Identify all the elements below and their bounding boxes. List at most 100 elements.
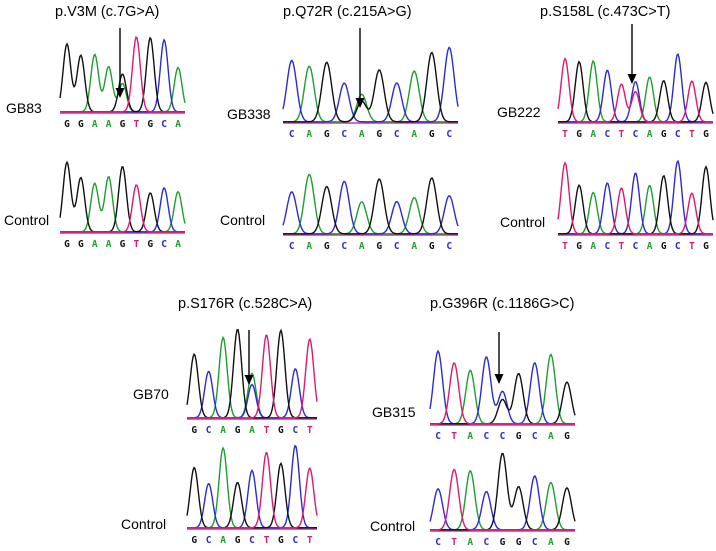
base-call: T	[134, 119, 140, 130]
trace-t	[430, 361, 575, 425]
panel-title: p.S176R (c.528C>A)	[178, 296, 313, 312]
trace-g	[283, 51, 458, 123]
base-call: G	[120, 119, 126, 130]
trace-t	[557, 161, 713, 235]
base-call: A	[411, 241, 417, 252]
base-call: G	[429, 241, 435, 252]
base-call: T	[307, 425, 313, 436]
base-call: C	[394, 129, 400, 140]
base-call: A	[467, 537, 473, 548]
base-call: C	[289, 129, 295, 140]
base-call: A	[411, 129, 417, 140]
sample-label: GB315	[372, 404, 416, 420]
sample-label: GB338	[227, 106, 271, 122]
trace-t	[187, 334, 318, 419]
trace-g	[283, 177, 458, 235]
mutation-arrow-icon	[244, 330, 254, 385]
base-call: A	[306, 241, 312, 252]
base-call: G	[564, 537, 570, 548]
base-call: A	[590, 241, 596, 252]
base-call: T	[689, 129, 695, 140]
base-call: A	[590, 129, 596, 140]
base-call: T	[562, 241, 568, 252]
base-call: A	[106, 119, 112, 130]
trace-g	[186, 461, 317, 529]
base-call: C	[484, 431, 490, 442]
sample-label: GB222	[497, 104, 541, 120]
trace-t	[430, 468, 575, 531]
base-call: G	[703, 241, 709, 252]
trace-t	[60, 36, 185, 113]
sample-label: GB70	[133, 386, 169, 402]
base-call: A	[647, 241, 653, 252]
base-call: C	[633, 241, 639, 252]
base-call: G	[147, 119, 153, 130]
base-call: C	[675, 129, 681, 140]
base-call: C	[161, 119, 167, 130]
base-call: T	[134, 239, 140, 250]
panel-title: p.V3M (c.7G>A)	[55, 4, 160, 20]
base-call: G	[278, 535, 284, 546]
base-call: A	[359, 241, 365, 252]
panel-title: p.S158L (c.473C>T)	[540, 4, 671, 20]
mutation-arrow-icon	[355, 28, 365, 108]
base-call: A	[548, 537, 554, 548]
control-label: Control	[220, 212, 266, 228]
base-call: A	[106, 239, 112, 250]
base-call: A	[220, 425, 226, 436]
control-label: Control	[121, 516, 167, 532]
trace-c	[187, 367, 317, 419]
trace-t	[557, 57, 713, 123]
base-call: C	[532, 431, 538, 442]
base-call: G	[376, 241, 382, 252]
base-call: G	[576, 129, 582, 140]
base-call: G	[703, 129, 709, 140]
base-call: A	[175, 119, 181, 130]
base-call: G	[64, 119, 70, 130]
base-call: A	[92, 239, 98, 250]
base-call: G	[661, 241, 667, 252]
base-call: T	[619, 241, 625, 252]
base-call: A	[249, 425, 255, 436]
base-call: A	[647, 129, 653, 140]
trace-c	[187, 444, 317, 529]
base-call: G	[78, 119, 84, 130]
base-call: C	[206, 425, 212, 436]
base-call: C	[446, 129, 452, 140]
mutation-arrow-icon	[627, 24, 637, 84]
base-call: A	[548, 431, 554, 442]
trace-c	[282, 46, 459, 123]
base-call: C	[633, 129, 639, 140]
base-call: G	[235, 535, 241, 546]
base-call: G	[429, 129, 435, 140]
base-call: C	[292, 535, 298, 546]
base-call: G	[78, 239, 84, 250]
base-call: C	[292, 425, 298, 436]
base-call: C	[341, 241, 347, 252]
base-call: G	[564, 431, 570, 442]
base-call: T	[264, 535, 270, 546]
mutation-arrow-icon	[115, 28, 125, 98]
base-call: T	[307, 535, 313, 546]
base-call: C	[394, 241, 400, 252]
base-call: C	[604, 129, 610, 140]
sample-label: GB83	[6, 100, 42, 116]
trace-t	[187, 451, 318, 529]
base-call: C	[435, 431, 441, 442]
base-call: A	[467, 431, 473, 442]
panel-title: p.Q72R (c.215A>G)	[283, 4, 412, 20]
base-call: G	[376, 129, 382, 140]
base-call: T	[451, 431, 457, 442]
trace-c	[429, 475, 575, 531]
base-call: G	[191, 425, 197, 436]
base-call: G	[147, 239, 153, 250]
base-call: T	[689, 241, 695, 252]
base-call: G	[191, 535, 197, 546]
